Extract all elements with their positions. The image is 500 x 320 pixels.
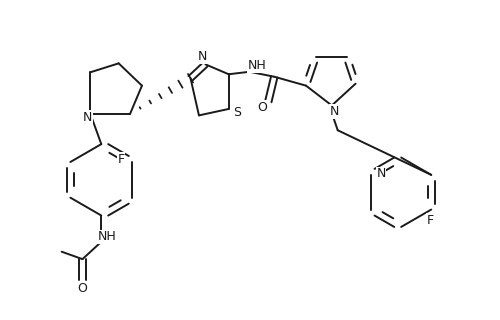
Text: F: F — [426, 214, 434, 227]
Text: N: N — [330, 105, 339, 118]
Text: O: O — [78, 282, 88, 295]
Text: O: O — [258, 101, 268, 114]
Text: N: N — [83, 111, 92, 124]
Text: NH: NH — [248, 59, 266, 72]
Text: F: F — [118, 153, 125, 166]
Text: NH: NH — [98, 230, 116, 243]
Text: N: N — [376, 167, 386, 180]
Text: S: S — [234, 107, 241, 119]
Text: N: N — [198, 51, 207, 63]
